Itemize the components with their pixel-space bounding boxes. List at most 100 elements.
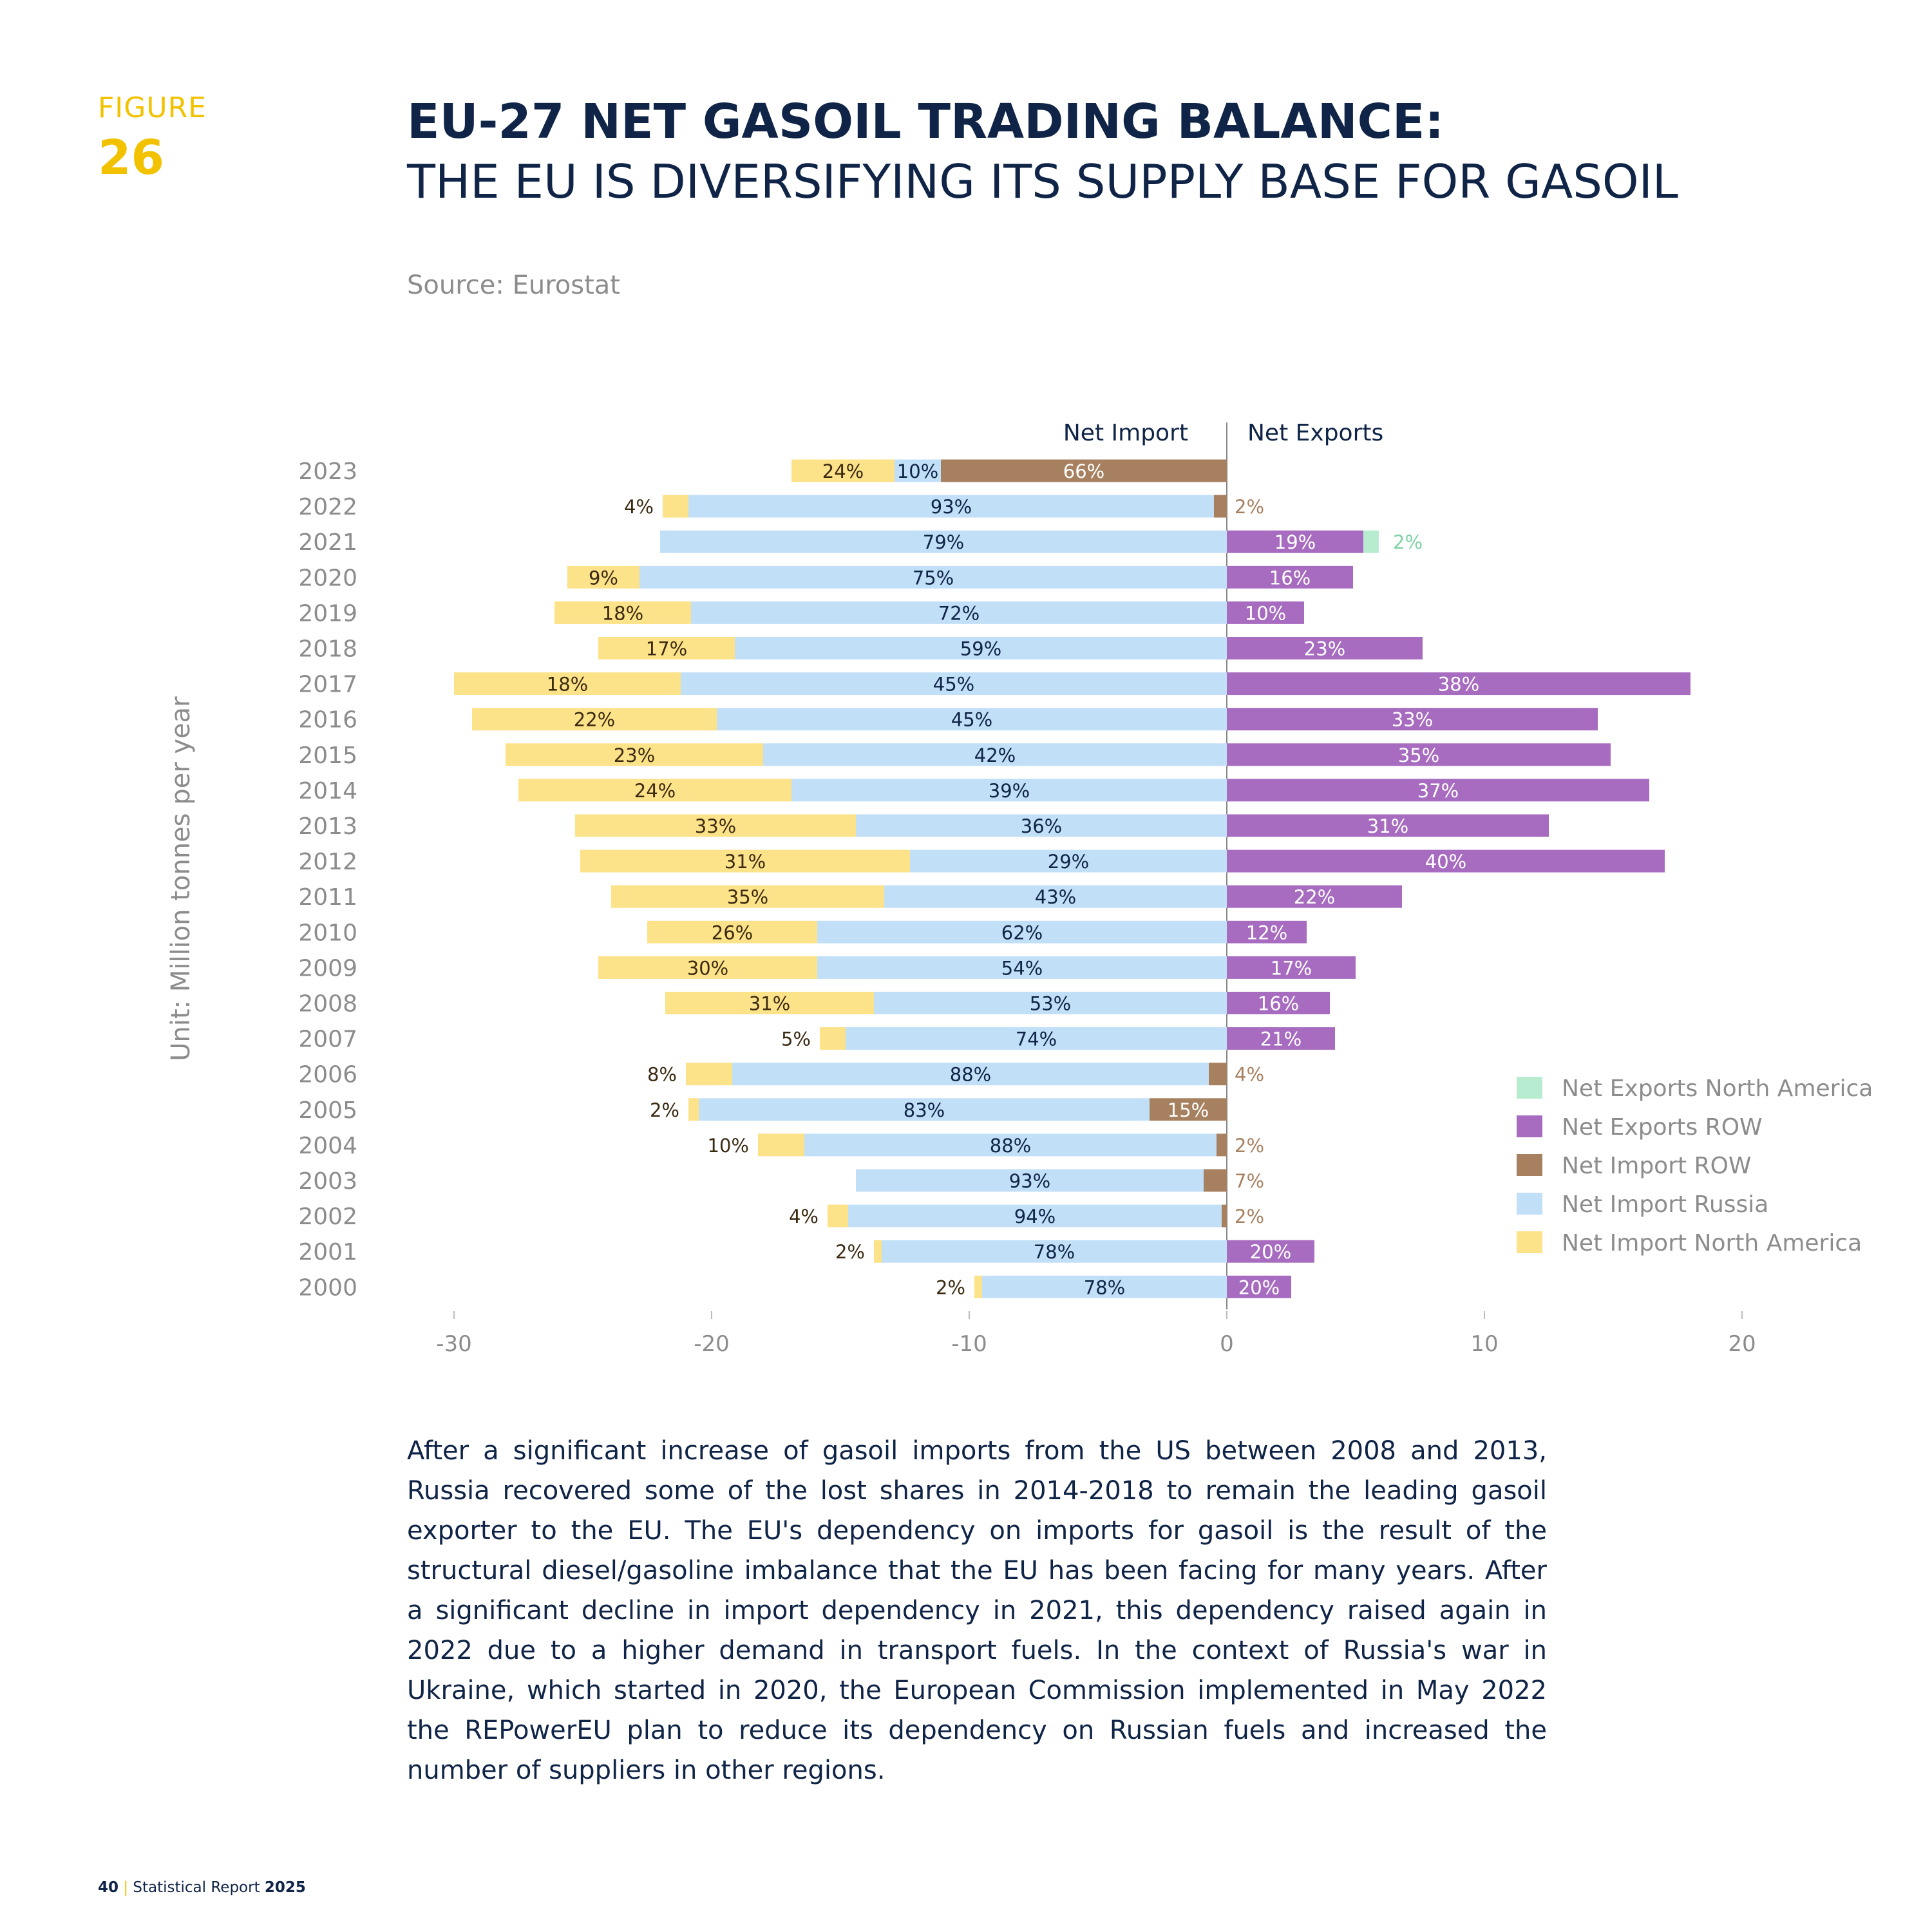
year-label: 2014 [298, 778, 357, 804]
bar-net-import-row [1217, 1133, 1227, 1157]
bar-value-label: 31% [749, 993, 790, 1015]
legend-swatch [1517, 1077, 1542, 1099]
bar-net-exports-row [1227, 637, 1423, 659]
bar-net-import-north-america [686, 1063, 732, 1086]
bar-value-label: 29% [1048, 851, 1089, 873]
bar-net-import-russia [681, 672, 1227, 696]
year-label: 2006 [298, 1062, 357, 1088]
x-tick-label: -30 [436, 1331, 472, 1357]
chart: Net Import Net Exports Unit: Million tonne… [166, 420, 1873, 1357]
bar-net-exports-row [1227, 885, 1402, 908]
year-label: 2015 [298, 743, 357, 769]
bar-value-label: 45% [951, 709, 992, 731]
bar-value-label: 15% [1168, 1099, 1209, 1121]
legend-label: Net Import ROW [1562, 1153, 1752, 1179]
page-number: 40 [98, 1879, 119, 1896]
bar-value-label: 39% [989, 780, 1030, 802]
bar-value-label: 8% [647, 1064, 677, 1086]
bar-value-label: 40% [1425, 851, 1466, 873]
bar-net-import-russia [856, 814, 1227, 837]
bar-value-label: 20% [1238, 1276, 1280, 1298]
bar-net-exports-row [1227, 814, 1549, 837]
bar-value-label: 4% [1235, 1064, 1264, 1086]
bar-value-label: 53% [1030, 993, 1071, 1015]
bar-value-label: 21% [1260, 1028, 1302, 1050]
bar-value-label: 78% [1034, 1241, 1075, 1263]
bar-net-exports-row [1227, 920, 1307, 943]
bar-net-import-row [1150, 1098, 1227, 1121]
bar-value-label: 10% [897, 460, 938, 482]
legend-swatch [1517, 1115, 1542, 1137]
legend-label: Net Exports North America [1562, 1075, 1873, 1102]
bar-net-import-row [1209, 1063, 1227, 1086]
bar-value-label: 31% [1367, 815, 1408, 837]
bar-value-label: 31% [724, 851, 766, 873]
bar-value-label: 35% [1398, 744, 1439, 766]
bar-value-label: 4% [789, 1206, 819, 1227]
bar-value-label: 2% [835, 1241, 865, 1263]
bar-net-import-north-america [791, 459, 895, 482]
year-label: 2019 [298, 600, 357, 627]
bar-value-label: 2% [1235, 1135, 1264, 1157]
year-label: 2016 [298, 707, 357, 734]
bar-value-label: 16% [1258, 993, 1299, 1015]
bar-value-label: 94% [1014, 1206, 1056, 1227]
bar-value-label: 2% [1235, 1206, 1264, 1227]
bar-value-label: 54% [1001, 957, 1043, 979]
x-tick-label: 10 [1470, 1331, 1498, 1357]
bar-net-import-russia [910, 849, 1227, 873]
bar-net-import-russia [688, 495, 1214, 518]
bar-net-import-russia [804, 1133, 1217, 1157]
header-net-import: Net Import [1063, 420, 1188, 446]
bar-value-label: 88% [990, 1135, 1031, 1157]
x-tick-label: 20 [1728, 1331, 1756, 1357]
bar-net-import-russia [846, 1027, 1227, 1050]
bar-value-label: 23% [614, 744, 655, 766]
year-label: 2003 [298, 1168, 357, 1195]
year-label: 2001 [298, 1239, 357, 1265]
bar-net-import-north-america [472, 708, 717, 731]
header-net-exports: Net Exports [1247, 420, 1383, 446]
bar-net-import-north-america [580, 849, 910, 873]
bar-value-label: 93% [1009, 1170, 1050, 1192]
year-label: 2017 [298, 672, 357, 698]
footer-divider: | [123, 1879, 129, 1896]
bar-value-label: 62% [1001, 922, 1043, 943]
year-label: 2005 [298, 1097, 357, 1124]
year-label: 2013 [298, 813, 357, 840]
x-tick-label: -10 [951, 1331, 987, 1357]
bar-net-import-north-america [758, 1133, 804, 1157]
bar-value-label: 17% [646, 638, 687, 660]
bar-value-label: 18% [547, 674, 588, 696]
bar-net-import-russia [660, 530, 1227, 553]
bar-net-import-north-america [598, 956, 817, 979]
bar-net-exports-row [1227, 956, 1356, 979]
bar-value-label: 59% [960, 638, 1001, 660]
bar-value-label: 20% [1250, 1241, 1291, 1263]
bar-value-label: 16% [1269, 567, 1311, 589]
bar-net-import-north-america [874, 1240, 882, 1263]
bar-net-import-north-america [647, 920, 817, 943]
bar-value-label: 10% [1245, 602, 1286, 624]
x-tick-label: -20 [694, 1331, 730, 1357]
bar-value-label: 18% [602, 602, 643, 624]
year-label: 2002 [298, 1204, 357, 1230]
bar-value-label: 93% [931, 496, 972, 518]
bar-net-import-north-america [567, 565, 639, 589]
year-label: 2023 [298, 459, 357, 485]
bar-value-label: 79% [923, 531, 964, 553]
bar-net-exports-row [1227, 743, 1611, 766]
chart-title: EU-27 NET GASOIL TRADING BALANCE: [407, 94, 1444, 149]
bar-value-label: 72% [938, 602, 980, 624]
bar-net-import-russia [639, 565, 1227, 589]
legend-swatch [1517, 1154, 1542, 1176]
year-label: 2020 [298, 565, 357, 591]
bar-value-label: 7% [1235, 1170, 1264, 1192]
bar-net-import-russia [817, 956, 1227, 979]
bar-value-label: 33% [695, 815, 736, 837]
bar-value-label: 75% [913, 567, 954, 589]
source-note: Source: Eurostat [407, 270, 620, 300]
bar-net-import-russia [982, 1275, 1227, 1298]
year-label: 2010 [298, 920, 357, 946]
bar-value-label: 10% [708, 1135, 749, 1157]
